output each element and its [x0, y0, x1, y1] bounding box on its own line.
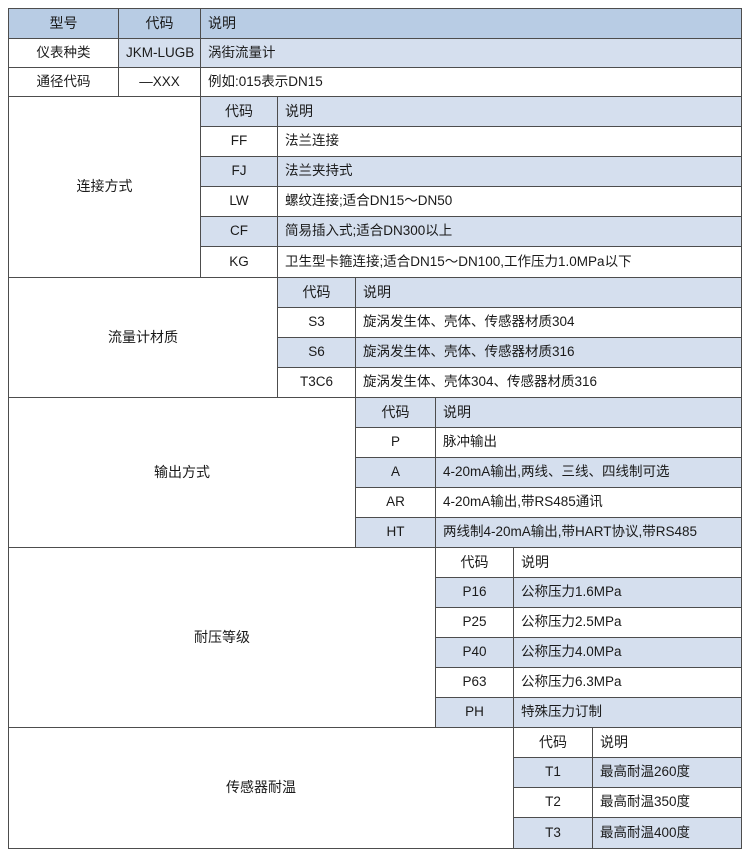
- table-row: LW 螺纹连接;适合DN15～DN50: [9, 186, 743, 217]
- header-model: 型号: [8, 8, 119, 39]
- code-cell-ar: AR: [355, 487, 436, 518]
- code-cell-t3: T3: [513, 817, 593, 849]
- subheader-code-pressure: 代码: [435, 547, 514, 578]
- code-cell-s6: S6: [277, 337, 356, 368]
- section-header-row-connection: 连接方式 代码 说明: [8, 96, 743, 278]
- subheader-desc-output: 说明: [434, 397, 743, 428]
- section-header-row-pressure: 耐压等级 代码 说明: [8, 547, 743, 728]
- code-cell-p25: P25: [435, 607, 514, 638]
- table-row: PH 特殊压力订制: [9, 697, 743, 728]
- subheader-desc-temperature: 说明: [591, 727, 743, 758]
- code-cell-s3: S3: [277, 307, 356, 338]
- table-row: T2 最高耐温350度: [9, 787, 743, 818]
- desc-cell-ff: 法兰连接: [276, 126, 743, 157]
- desc-cell-t3: 最高耐温400度: [591, 817, 743, 849]
- section-label-output: 输出方式: [8, 397, 356, 548]
- desc-cell-p: 脉冲输出: [434, 427, 743, 458]
- desc-cell-t3c6: 旋涡发生体、壳体304、传感器材质316: [354, 367, 743, 398]
- desc-cell-ar: 4-20mA输出,带RS485通讯: [434, 487, 743, 518]
- desc-cell-s6: 旋涡发生体、壳体、传感器材质316: [354, 337, 743, 368]
- desc-cell-ph: 特殊压力订制: [512, 697, 743, 728]
- code-cell-t1: T1: [513, 757, 593, 788]
- row-label-instrument-type: 仪表种类: [8, 38, 119, 68]
- table-row: A 4-20mA输出,两线、三线、四线制可选: [9, 457, 743, 488]
- table-row: 仪表种类 JKM-LUGB 涡街流量计: [8, 38, 743, 68]
- desc-cell-t2: 最高耐温350度: [591, 787, 743, 818]
- row-desc-diameter-code: 例如:015表示DN15: [199, 67, 743, 97]
- code-cell-a: A: [355, 457, 436, 488]
- desc-cell-lw: 螺纹连接;适合DN15～DN50: [276, 186, 743, 217]
- code-cell-p: P: [355, 427, 436, 458]
- code-cell-p40: P40: [435, 637, 514, 668]
- section-header-row-output: 输出方式 代码 说明: [8, 397, 743, 548]
- section-label-temperature: 传感器耐温: [8, 727, 514, 849]
- row-desc-instrument-type: 涡街流量计: [199, 38, 743, 68]
- subheader-code-connection: 代码: [200, 96, 278, 127]
- subheader-code-output: 代码: [355, 397, 436, 428]
- desc-cell-ht: 两线制4-20mA输出,带HART协议,带RS485: [434, 517, 743, 548]
- section-header-row-material: 流量计材质 代码 说明: [8, 277, 743, 398]
- table-row: P 脉冲输出: [9, 427, 743, 458]
- table-row: KG 卫生型卡箍连接;适合DN15～DN100,工作压力1.0MPa以下: [9, 246, 743, 278]
- code-cell-t2: T2: [513, 787, 593, 818]
- code-cell-ht: HT: [355, 517, 436, 548]
- subheader-code-temperature: 代码: [513, 727, 593, 758]
- header-code: 代码: [118, 8, 201, 39]
- row-label-diameter-code: 通径代码: [8, 67, 119, 97]
- desc-cell-cf: 简易插入式;适合DN300以上: [276, 216, 743, 247]
- code-cell-p16: P16: [435, 577, 514, 608]
- table-row: S6 旋涡发生体、壳体、传感器材质316: [9, 337, 743, 368]
- table-row: T1 最高耐温260度: [9, 757, 743, 788]
- subheader-desc-pressure: 说明: [512, 547, 743, 578]
- desc-cell-t1: 最高耐温260度: [591, 757, 743, 788]
- code-cell-lw: LW: [200, 186, 278, 217]
- code-cell-ph: PH: [435, 697, 514, 728]
- table-row: 通径代码 —XXX 例如:015表示DN15: [8, 67, 743, 97]
- desc-cell-p40: 公称压力4.0MPa: [512, 637, 743, 668]
- code-cell-ff: FF: [200, 126, 278, 157]
- desc-cell-s3: 旋涡发生体、壳体、传感器材质304: [354, 307, 743, 338]
- section-label-connection: 连接方式: [8, 96, 201, 278]
- code-cell-fj: FJ: [200, 156, 278, 187]
- code-cell-p63: P63: [435, 667, 514, 698]
- row-code-diameter-code: —XXX: [118, 67, 201, 97]
- desc-cell-p16: 公称压力1.6MPa: [512, 577, 743, 608]
- table-row: P16 公称压力1.6MPa: [9, 577, 743, 608]
- table-row: P63 公称压力6.3MPa: [9, 667, 743, 698]
- desc-cell-a: 4-20mA输出,两线、三线、四线制可选: [434, 457, 743, 488]
- desc-cell-kg: 卫生型卡箍连接;适合DN15～DN100,工作压力1.0MPa以下: [276, 246, 743, 278]
- desc-cell-fj: 法兰夹持式: [276, 156, 743, 187]
- desc-cell-p63: 公称压力6.3MPa: [512, 667, 743, 698]
- table-row: AR 4-20mA输出,带RS485通讯: [9, 487, 743, 518]
- header-description: 说明: [199, 8, 743, 39]
- section-header-row-temperature: 传感器耐温 代码 说明: [8, 727, 743, 849]
- subheader-desc-connection: 说明: [276, 96, 743, 127]
- code-cell-kg: KG: [200, 246, 278, 278]
- subheader-desc-material: 说明: [354, 277, 743, 308]
- subheader-code-material: 代码: [277, 277, 356, 308]
- section-label-pressure: 耐压等级: [8, 547, 436, 728]
- desc-cell-p25: 公称压力2.5MPa: [512, 607, 743, 638]
- table-row: T3 最高耐温400度: [9, 817, 743, 849]
- section-label-material: 流量计材质: [8, 277, 278, 398]
- table-row: FJ 法兰夹持式: [9, 156, 743, 187]
- table-row: P25 公称压力2.5MPa: [9, 607, 743, 638]
- code-cell-cf: CF: [200, 216, 278, 247]
- table-row: HT 两线制4-20mA输出,带HART协议,带RS485: [9, 517, 743, 548]
- product-selection-code-table: 型号 代码 说明 仪表种类 JKM-LUGB 涡街流量计 通径代码 —XXX 例…: [8, 8, 743, 849]
- code-cell-t3c6: T3C6: [277, 367, 356, 398]
- table-header-row: 型号 代码 说明: [8, 8, 743, 39]
- table-row: T3C6 旋涡发生体、壳体304、传感器材质316: [9, 367, 743, 398]
- row-code-instrument-type: JKM-LUGB: [118, 38, 201, 68]
- table-row: CF 简易插入式;适合DN300以上: [9, 216, 743, 247]
